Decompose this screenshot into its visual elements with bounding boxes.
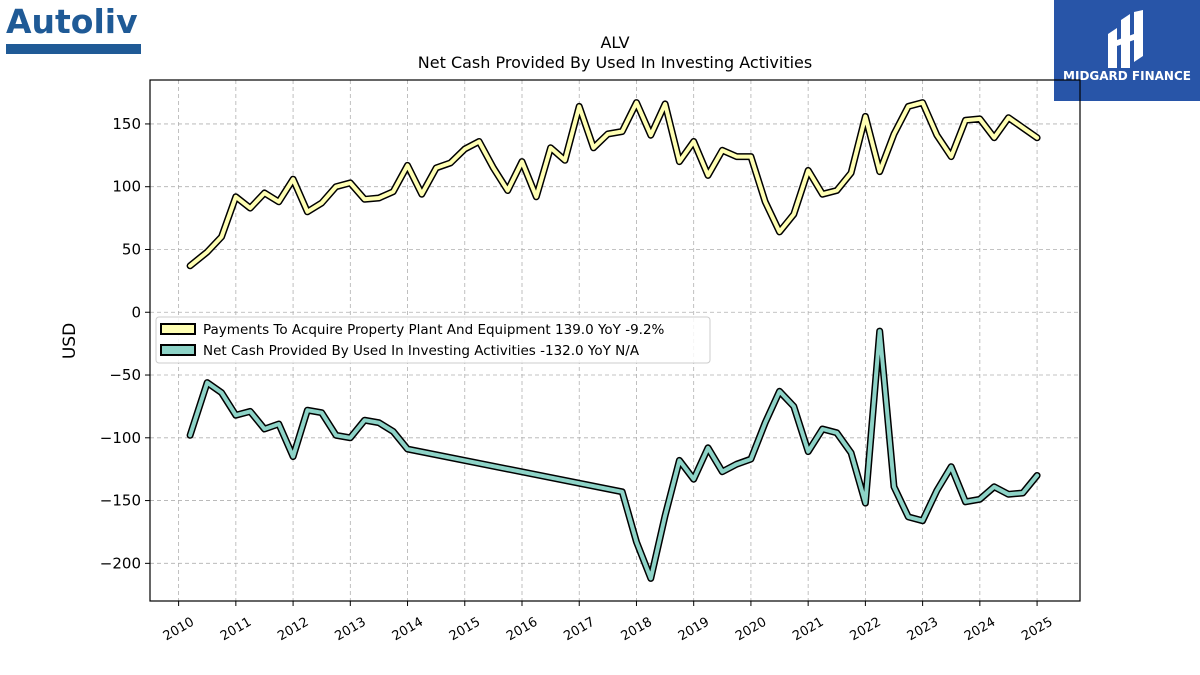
- x-tick-label: 2010: [161, 615, 197, 645]
- midgard-logo-mark-icon: [1108, 10, 1143, 68]
- y-tick-label: −50: [109, 366, 141, 384]
- y-tick-label: 50: [122, 240, 141, 258]
- plot-frame: [149, 79, 1081, 602]
- midgard-finance-logo: MIDGARD FINANCE: [1054, 0, 1200, 101]
- x-tick-label: 2023: [905, 615, 941, 645]
- chart-subtitle: Net Cash Provided By Used In Investing A…: [418, 53, 812, 72]
- y-tick-label: 0: [131, 303, 141, 321]
- x-axis: 2010 2011 2012 2013 2014 2015 2016 2017 2018 2019…: [161, 601, 1055, 645]
- y-tick-label: −150: [100, 492, 141, 510]
- x-tick-label: 2011: [218, 615, 254, 645]
- legend: Payments To Acquire Property Plant And E…: [155, 316, 711, 364]
- y-axis: 150 100 50 0 −50 −100 −150 −200: [100, 115, 150, 572]
- series-1-outline: [186, 327, 1041, 582]
- legend-swatch-1: [160, 344, 196, 356]
- series-0-outline: [186, 99, 1041, 270]
- y-tick-label: −100: [100, 429, 141, 447]
- x-tick-label: 2024: [962, 615, 998, 645]
- series-layer: [186, 99, 1041, 582]
- legend-label-1: Net Cash Provided By Used In Investing A…: [203, 343, 640, 359]
- x-tick-label: 2020: [733, 615, 769, 645]
- x-tick-label: 2018: [619, 615, 655, 645]
- x-tick-label: 2016: [504, 615, 540, 645]
- x-tick-label: 2022: [848, 615, 884, 645]
- legend-label-0: Payments To Acquire Property Plant And E…: [203, 322, 665, 338]
- legend-swatch-0: [160, 323, 196, 335]
- series-1-line: [188, 329, 1040, 581]
- y-axis-label: USD: [60, 323, 80, 359]
- y-tick-label: 150: [112, 115, 141, 133]
- x-tick-label: 2014: [390, 615, 426, 645]
- series-0-line: [188, 100, 1040, 268]
- legend-box: [155, 316, 711, 364]
- x-tick-label: 2019: [676, 615, 712, 645]
- autoliv-logo-bar: [6, 44, 141, 54]
- x-tick-label: 2021: [790, 615, 826, 645]
- x-tick-label: 2015: [447, 615, 483, 645]
- midgard-logo-text: MIDGARD FINANCE: [1063, 69, 1191, 83]
- x-tick-label: 2012: [275, 615, 311, 645]
- y-tick-label: 100: [112, 178, 141, 196]
- x-tick-label: 2025: [1019, 615, 1055, 645]
- x-tick-label: 2017: [561, 615, 597, 645]
- chart-title: ALV: [600, 33, 629, 52]
- x-tick-label: 2013: [332, 615, 368, 645]
- autoliv-logo-text: Autoliv: [6, 2, 138, 41]
- autoliv-logo: Autoliv: [6, 2, 146, 54]
- y-tick-label: −200: [100, 554, 141, 572]
